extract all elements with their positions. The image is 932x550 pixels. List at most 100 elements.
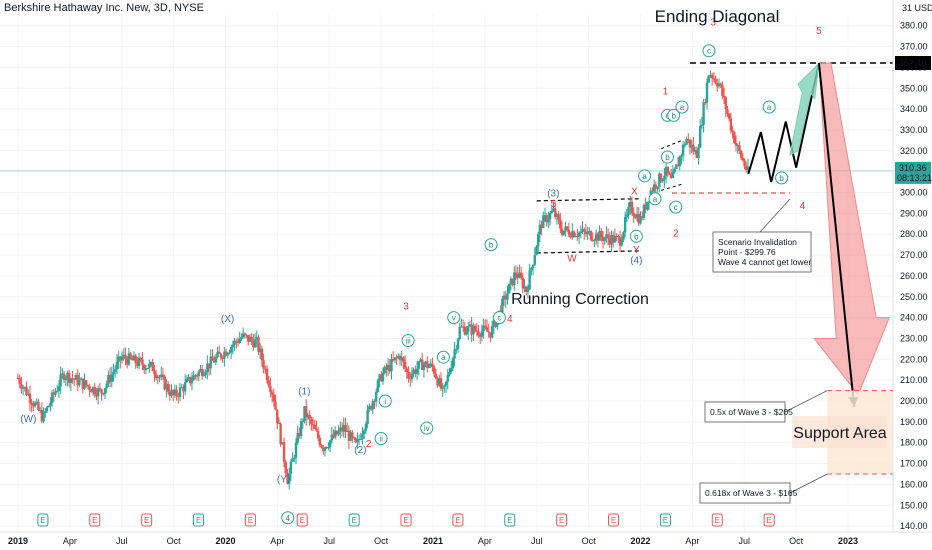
candle-body bbox=[40, 409, 44, 422]
candle-body bbox=[625, 214, 629, 218]
candle-body bbox=[76, 375, 79, 386]
candle-body bbox=[125, 359, 129, 365]
candle-body bbox=[171, 390, 175, 396]
candle-body bbox=[427, 366, 431, 368]
fib-0618-pointer bbox=[789, 473, 828, 494]
candle-body bbox=[47, 406, 50, 408]
candle-body bbox=[378, 374, 381, 381]
wave-label: 1 bbox=[663, 87, 669, 98]
candle-body bbox=[731, 130, 734, 133]
wave-label: 3 bbox=[403, 301, 409, 312]
candle-body bbox=[448, 372, 451, 375]
candle-body bbox=[436, 378, 439, 386]
candle-body bbox=[494, 319, 497, 327]
y-tick-label: 320.00 bbox=[900, 146, 928, 156]
candle-body bbox=[250, 336, 253, 341]
candle-body bbox=[692, 144, 695, 152]
candle-body bbox=[593, 240, 596, 242]
candle-body bbox=[91, 387, 95, 393]
candle-body bbox=[586, 231, 589, 235]
circled-wave-marker bbox=[420, 421, 434, 435]
candle-body bbox=[265, 368, 269, 381]
candle-body bbox=[530, 268, 533, 271]
candle-body bbox=[739, 150, 743, 158]
candle-body bbox=[478, 335, 482, 337]
earnings-marker-label: E bbox=[715, 516, 720, 525]
x-tick-label: Oct bbox=[789, 536, 804, 546]
candle-body bbox=[390, 359, 393, 372]
circled-wave-label: v bbox=[452, 314, 456, 323]
x-tick-label: 2023 bbox=[838, 536, 858, 546]
candle-body bbox=[252, 340, 255, 348]
consolidation-boxes bbox=[536, 139, 683, 254]
candle-body bbox=[463, 326, 467, 335]
candle-body bbox=[581, 229, 584, 232]
candle-body bbox=[705, 82, 709, 103]
chart-title: Berkshire Hathaway Inc. New, 3D, NYSE bbox=[4, 2, 204, 14]
circled-wave-label: b bbox=[665, 153, 670, 162]
x-tick-label: Jul bbox=[738, 536, 750, 546]
candle-body bbox=[559, 219, 562, 229]
wave-label: 3 bbox=[710, 18, 716, 29]
earnings-marker-label: E bbox=[196, 516, 201, 525]
candle-body bbox=[458, 327, 461, 340]
circled-wave-marker bbox=[702, 44, 716, 58]
candle-body bbox=[214, 357, 218, 363]
candle-body bbox=[511, 278, 514, 285]
candle-body bbox=[492, 319, 496, 327]
candle-body bbox=[644, 204, 647, 210]
wave-label: 4 bbox=[507, 314, 513, 325]
candle-body bbox=[294, 442, 298, 458]
candle-body bbox=[165, 383, 168, 390]
candle-body bbox=[114, 369, 117, 372]
candle-body bbox=[726, 109, 729, 114]
candle-body bbox=[224, 351, 228, 356]
candle-body bbox=[714, 78, 717, 83]
candle-body bbox=[637, 214, 640, 224]
candle-body bbox=[605, 234, 608, 238]
candle-body bbox=[519, 272, 523, 278]
candle-body bbox=[465, 331, 468, 335]
x-tick-label: Oct bbox=[582, 536, 597, 546]
candle-body bbox=[671, 172, 675, 178]
earnings-marker-label: E bbox=[351, 516, 356, 525]
candle-body bbox=[108, 374, 112, 382]
wave-label: 4 bbox=[800, 201, 806, 212]
invalidation-callout-line: Scenario Invalidation bbox=[718, 237, 797, 247]
candle-body bbox=[342, 424, 345, 432]
candle-body bbox=[729, 118, 733, 131]
candle-body bbox=[54, 391, 57, 395]
candle-body bbox=[182, 387, 185, 392]
y-tick-label: 300.00 bbox=[900, 188, 928, 198]
candle-body bbox=[727, 113, 731, 119]
candle-body bbox=[204, 372, 207, 375]
candle-body bbox=[44, 411, 47, 413]
wave-label: (2) bbox=[354, 445, 366, 456]
candle-body bbox=[506, 293, 509, 300]
candle-body bbox=[180, 387, 183, 389]
earnings-marker-label: E bbox=[559, 516, 564, 525]
earnings-marker-label: E bbox=[403, 516, 408, 525]
candle-body bbox=[376, 380, 380, 392]
candle-body bbox=[536, 234, 540, 247]
candle-body bbox=[594, 233, 598, 241]
candle-body bbox=[470, 324, 473, 335]
y-tick-label: 370.00 bbox=[900, 42, 928, 52]
candle-body bbox=[233, 340, 236, 345]
candle-body bbox=[432, 366, 436, 374]
candle-body bbox=[422, 364, 426, 370]
circled-wave-marker bbox=[648, 192, 662, 206]
candle-body bbox=[276, 409, 279, 423]
candle-body bbox=[137, 357, 141, 366]
candle-body bbox=[356, 439, 359, 443]
candle-body bbox=[339, 427, 342, 432]
candle-body bbox=[361, 433, 364, 439]
candle-body bbox=[383, 366, 386, 373]
circled-wave-label: a bbox=[680, 103, 685, 112]
earnings-marker-label: E bbox=[766, 516, 771, 525]
candle-body bbox=[647, 201, 651, 203]
candle-body bbox=[272, 394, 276, 402]
x-tick-label: Jul bbox=[116, 536, 128, 546]
